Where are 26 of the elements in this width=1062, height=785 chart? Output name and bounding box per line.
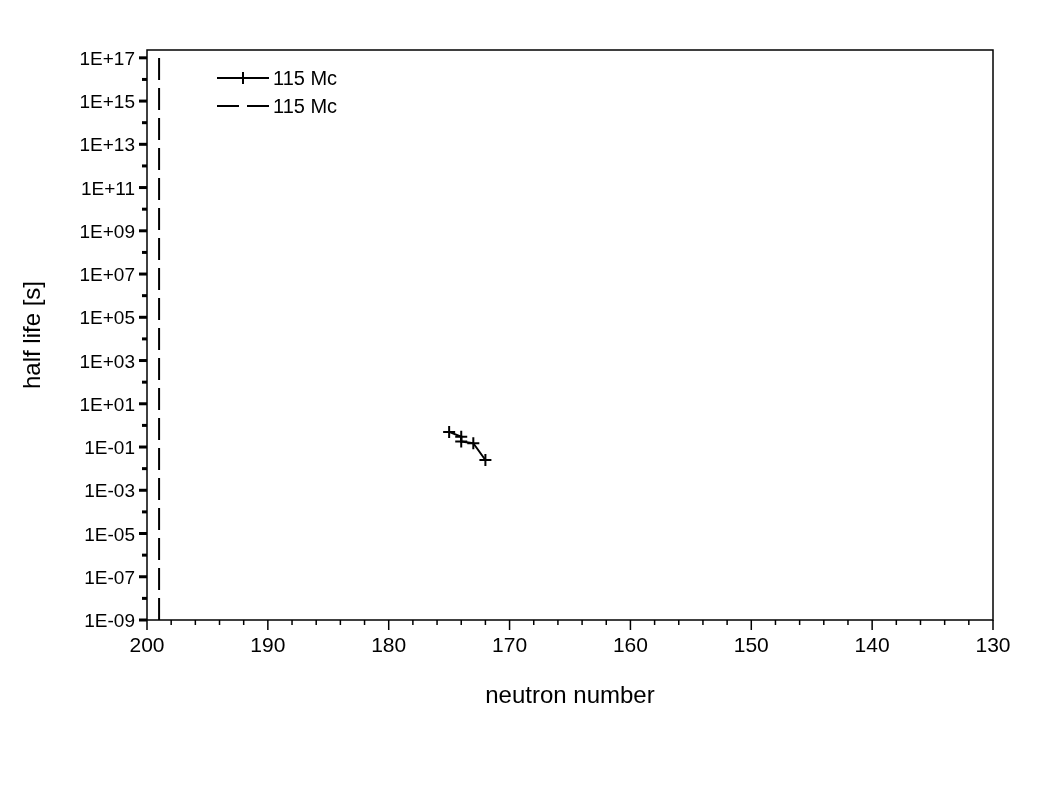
x-tick-label: 200	[129, 633, 165, 656]
legend-label: 115 Mc	[273, 95, 338, 117]
y-tick-label: 1E+07	[79, 264, 135, 286]
y-tick-label: 1E-07	[84, 566, 135, 588]
y-tick-label: 1E-09	[84, 610, 135, 631]
x-tick-label: 180	[371, 633, 407, 656]
y-tick-label: 1E+15	[79, 91, 135, 113]
x-tick-label: 140	[854, 633, 890, 656]
y-tick-label: 1E-05	[84, 523, 135, 545]
y-tick-label: 1E+13	[79, 134, 135, 156]
y-axis-title: half life [s]	[18, 280, 45, 390]
y-tick-label: 1E+09	[79, 220, 135, 242]
x-tick-label: 190	[250, 633, 286, 656]
y-tick-label: 1E+03	[79, 350, 135, 372]
y-tick-label: 1E+11	[80, 177, 135, 199]
x-tick-label: 160	[612, 633, 648, 656]
legend-label: 115 Mc	[273, 67, 338, 89]
x-tick-label: 170	[492, 633, 528, 656]
y-tick-label: 1E+05	[79, 307, 135, 329]
y-tick-label: 1E-03	[84, 480, 135, 502]
x-tick-label: 150	[733, 633, 769, 656]
y-tick-label: 1E+01	[79, 393, 135, 415]
x-tick-label: 130	[975, 633, 1011, 656]
y-tick-label: 1E+17	[79, 47, 135, 69]
y-tick-label: 1E-01	[84, 437, 135, 459]
x-axis-title: neutron number	[485, 681, 655, 708]
